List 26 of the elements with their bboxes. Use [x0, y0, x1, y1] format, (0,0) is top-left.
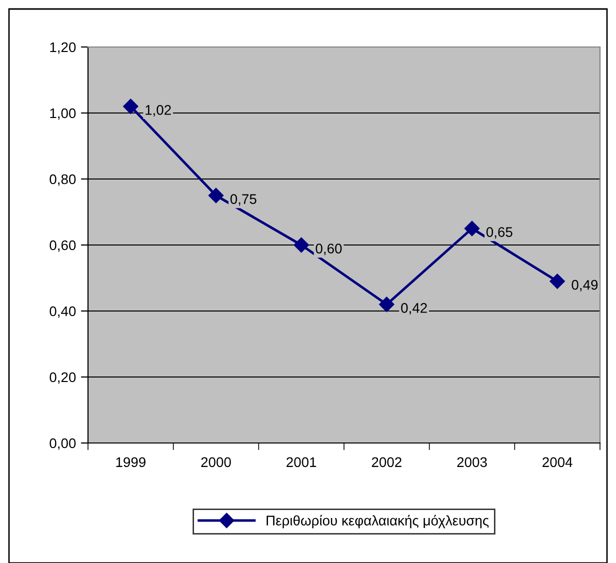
point [464, 220, 480, 236]
point [550, 274, 565, 289]
legend-label: Περιθωρίου κεφαλαιακής μόχλευσης [266, 514, 489, 528]
y-tick-label: 0,00 [50, 438, 76, 450]
point [123, 98, 138, 114]
point [379, 296, 394, 312]
point [208, 188, 224, 204]
y-tick-label: 1,00 [50, 108, 76, 120]
y-tick-label: 0,40 [50, 306, 76, 318]
y-tick-label: 0,80 [50, 174, 76, 186]
x-tick-label: 1999 [116, 457, 146, 468]
y-tick-label: 0,60 [50, 240, 76, 252]
data-label: 0,60 [316, 244, 342, 256]
y-tick-label: 0,20 [50, 372, 76, 384]
data-label: 0,65 [486, 227, 512, 239]
x-tick-label: 2001 [286, 457, 316, 468]
data-label: 0,42 [401, 303, 427, 315]
point [294, 237, 309, 253]
data-label: 0,75 [230, 194, 256, 206]
x-tick-label: 2000 [201, 457, 231, 468]
data-label: 1,02 [146, 105, 171, 117]
y-tick-label: 1,20 [50, 42, 76, 54]
x-tick-label: 2002 [372, 457, 402, 468]
data-label: 0,49 [572, 280, 598, 292]
x-tick-label: 2004 [542, 457, 572, 468]
x-tick-label: 2003 [457, 457, 487, 468]
